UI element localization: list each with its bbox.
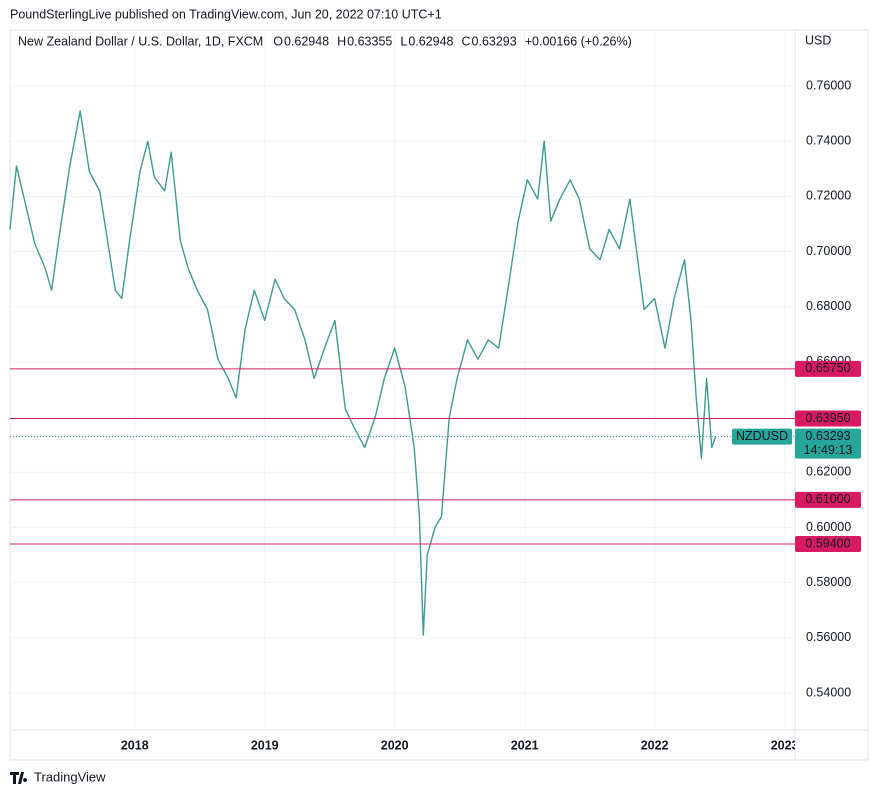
y-tick-label: 0.58000: [806, 575, 851, 589]
level-badge: [795, 536, 861, 553]
last-price-badge: [795, 428, 861, 459]
y-tick-label: 0.60000: [806, 520, 851, 534]
level-badge: [795, 410, 861, 427]
y-tick-label: 0.62000: [806, 465, 851, 479]
countdown: 14:49:13: [804, 443, 853, 457]
last-name-badge: [732, 428, 792, 445]
level-label: 0.61000: [805, 492, 850, 506]
x-tick-label: 2022: [641, 738, 669, 752]
x-tick-label: 2019: [251, 738, 279, 752]
ohlc-value: 0.63293: [472, 34, 517, 48]
ohlc-key: O: [273, 34, 283, 48]
currency: USD: [805, 33, 831, 47]
level-badge: [795, 360, 861, 377]
y-tick-label: 0.56000: [806, 630, 851, 644]
y-tick-label: 0.68000: [806, 299, 851, 313]
y-tick-label: 0.72000: [806, 189, 851, 203]
y-tick-label: 0.54000: [806, 685, 851, 699]
ohlc-value: 0.63355: [347, 34, 392, 48]
brand-logo: [10, 772, 28, 784]
level-label: 0.65750: [805, 361, 850, 375]
frame: [9, 29, 869, 761]
last-name: NZDUSD: [736, 429, 788, 443]
y-tick-label: 0.70000: [806, 244, 851, 258]
x-tick-label: 2018: [121, 738, 149, 752]
level-label: 0.63950: [805, 411, 850, 425]
symbol: New Zealand Dollar / U.S. Dollar, 1D, FX…: [18, 34, 263, 48]
ohlc-value: 0.62948: [284, 34, 329, 48]
x-tick-label: 2020: [381, 738, 409, 752]
legend-header: New Zealand Dollar / U.S. Dollar, 1D, FX…: [18, 34, 632, 48]
y-tick-label: 0.74000: [806, 133, 851, 147]
y-tick-label: 0.76000: [806, 78, 851, 92]
level-badge: [795, 491, 861, 508]
level-label: 0.59400: [805, 536, 850, 550]
brand: TradingView: [34, 769, 106, 784]
ohlc-key: C: [462, 34, 471, 48]
ohlc-key: L: [400, 34, 407, 48]
publisher: PoundSterlingLive published on TradingVi…: [10, 7, 442, 21]
ohlc-key: H: [337, 34, 346, 48]
price-line: [9, 110, 717, 636]
x-tick-label: 2021: [511, 738, 539, 752]
last-price-label: 0.63293: [805, 429, 850, 443]
change: +0.00166 (+0.26%): [525, 34, 632, 48]
x-tick-label: 2023: [771, 738, 799, 752]
ohlc-value: 0.62948: [408, 34, 453, 48]
